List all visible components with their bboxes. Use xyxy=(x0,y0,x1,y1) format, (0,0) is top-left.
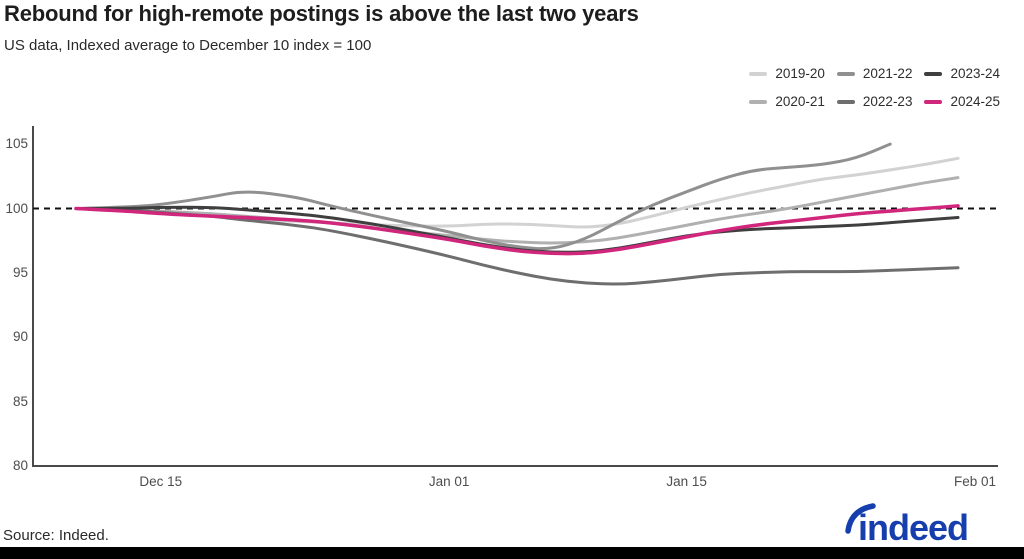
series-line-2021-22 xyxy=(74,142,892,251)
legend-item-2019-20: 2019-20 xyxy=(749,66,825,81)
legend-item-2023-24: 2023-24 xyxy=(924,66,1000,81)
x-tick-label: Feb 01 xyxy=(953,474,996,489)
y-tick-label: 100 xyxy=(5,200,28,216)
x-tick-label: Dec 15 xyxy=(139,474,183,489)
legend-label: 2020-21 xyxy=(775,94,825,109)
legend-swatch-icon xyxy=(836,99,855,104)
y-tick-label: 95 xyxy=(12,264,28,280)
logo-arc-icon xyxy=(845,503,876,534)
y-tick-label: 80 xyxy=(12,458,28,473)
legend-label: 2024-25 xyxy=(950,94,1000,109)
chart-subtitle: US data, Indexed average to December 10 … xyxy=(4,37,372,54)
series-line-2024-25 xyxy=(74,204,960,256)
legend-label: 2019-20 xyxy=(775,66,825,81)
y-tick-label: 105 xyxy=(5,136,28,152)
x-tick-label: Jan 01 xyxy=(428,474,470,489)
legend-swatch-icon xyxy=(749,99,768,104)
legend: 2019-20 2020-21 2021-22 2022-23 2023-24 2024-… xyxy=(749,66,1000,109)
y-tick-label: 85 xyxy=(12,393,28,409)
legend-swatch-icon xyxy=(836,71,855,76)
chart-title: Rebound for high-remote postings is abov… xyxy=(4,1,639,26)
legend-label: 2023-24 xyxy=(950,66,1000,81)
source-note: Source: Indeed. xyxy=(3,527,109,544)
legend-item-2021-22: 2021-22 xyxy=(836,66,913,81)
series-line-2020-21 xyxy=(74,176,960,245)
logo-wordmark: indeed xyxy=(858,507,968,546)
indeed-logo: indeed xyxy=(845,503,969,546)
legend-item-2022-23: 2022-23 xyxy=(836,94,913,109)
legend-item-2020-21: 2020-21 xyxy=(749,94,825,109)
legend-label: 2022-23 xyxy=(862,94,913,109)
series-line-2022-23 xyxy=(74,207,960,286)
y-tick-label: 90 xyxy=(12,329,28,345)
legend-swatch-icon xyxy=(924,99,943,104)
legend-item-2024-25: 2024-25 xyxy=(924,94,1000,109)
legend-label: 2021-22 xyxy=(862,66,913,81)
bottom-bar xyxy=(0,547,1024,559)
legend-swatch-icon xyxy=(749,71,768,76)
legend-swatch-icon xyxy=(924,71,943,76)
x-tick-label: Jan 15 xyxy=(666,474,707,489)
